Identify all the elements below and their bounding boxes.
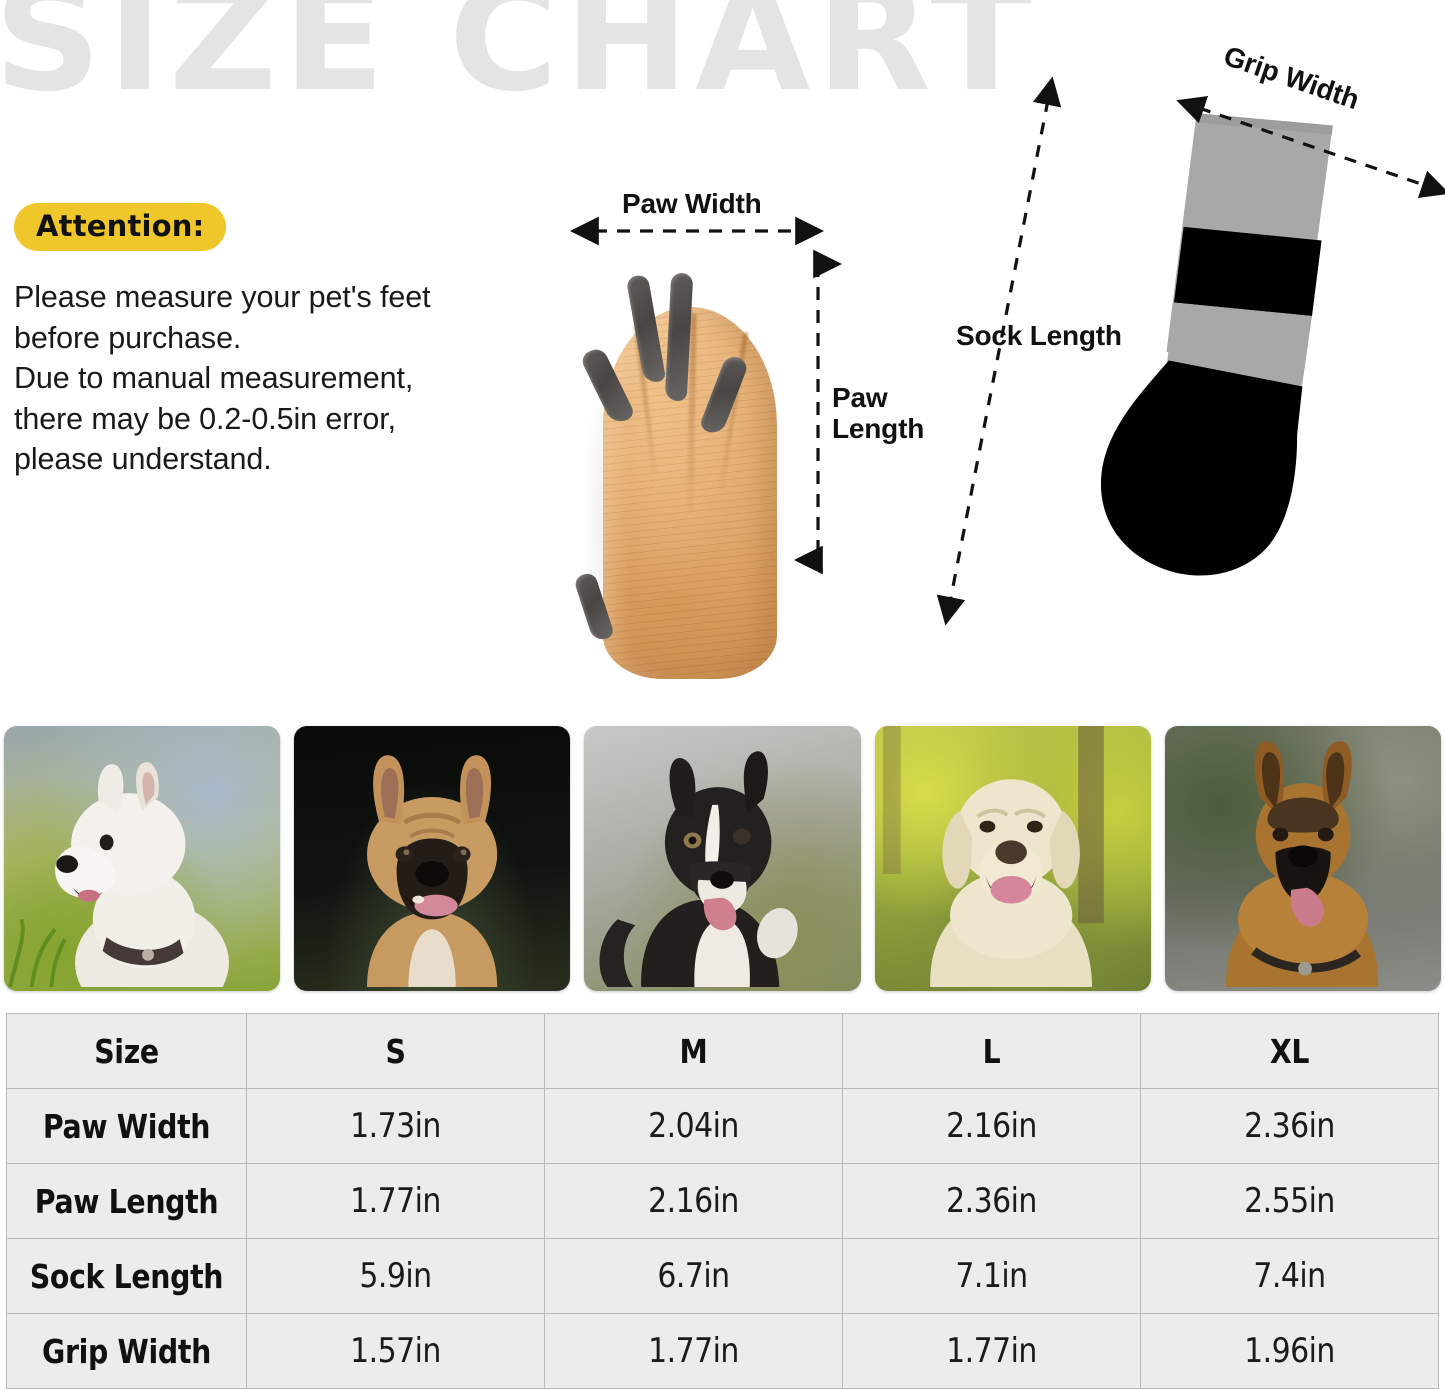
border-collie-figure (599, 751, 799, 988)
header-size-s: S (385, 1031, 406, 1071)
table-cell: 2.16in (842, 1088, 1141, 1164)
paw-length-label: Paw Length (832, 382, 924, 445)
paw-width-arrow (570, 216, 824, 246)
dog-paw-photo (573, 235, 805, 679)
german-shepherd-figure (1225, 741, 1378, 988)
paw-width-label: Paw Width (622, 188, 762, 219)
table-header-cell: M (544, 1013, 843, 1089)
attention-line-5: please understand. (14, 442, 272, 477)
page-title: SIZE CHART (0, 0, 1039, 124)
attention-badge: Attention: (14, 203, 227, 251)
paw-body (603, 307, 777, 679)
header-size-xl: XL (1269, 1031, 1310, 1071)
paw-measurement-diagram: Paw Width Paw Length (560, 180, 950, 690)
table-header-cell: L (842, 1013, 1141, 1089)
table-cell: 6.7in (544, 1238, 843, 1314)
paw-length-label-line1: Paw (832, 382, 888, 413)
cell-paw-width-xl: 2.36in (1244, 1106, 1335, 1146)
attention-line-4: there may be 0.2-0.5in error, (14, 401, 396, 436)
row-label-paw-width: Paw Width (42, 1106, 211, 1146)
cell-paw-width-m: 2.04in (648, 1106, 739, 1146)
table-header-cell: Size (6, 1013, 247, 1089)
cell-sock-length-l: 7.1in (955, 1256, 1028, 1296)
header-size: Size (94, 1031, 159, 1071)
table-cell: 1.77in (842, 1313, 1141, 1389)
labrador-figure (882, 726, 1104, 988)
row-label-cell: Paw Length (6, 1163, 247, 1239)
table-row: Grip Width 1.57in 1.77in 1.77in 1.96in (6, 1313, 1439, 1389)
paw-length-arrow (794, 249, 842, 575)
attention-text: Please measure your pet's feet before pu… (14, 277, 559, 480)
cell-paw-length-m: 2.16in (648, 1181, 739, 1221)
size-chart-table: Size S M L XL Paw Width 1.73in 2.04in 2.… (6, 1013, 1439, 1389)
table-cell: 1.57in (246, 1313, 545, 1389)
sock-toe (1100, 360, 1303, 576)
dog-photo-card (294, 726, 571, 991)
row-label-cell: Grip Width (6, 1313, 247, 1389)
table-cell: 1.77in (246, 1163, 545, 1239)
westie-figure (7, 762, 229, 988)
french-bulldog-figure (367, 755, 498, 988)
table-row: Sock Length 5.9in 6.7in 7.1in 7.4in (6, 1238, 1439, 1314)
attention-line-3: Due to manual measurement, (14, 361, 414, 396)
table-cell: 7.1in (842, 1238, 1141, 1314)
table-header-cell: S (246, 1013, 545, 1089)
header-size-m: M (679, 1031, 708, 1071)
cell-paw-length-xl: 2.55in (1244, 1181, 1335, 1221)
attention-line-2: before purchase. (14, 320, 242, 355)
dog-photo-card (4, 726, 281, 991)
sock-length-arrow (936, 76, 1062, 626)
table-cell: 2.16in (544, 1163, 843, 1239)
cell-sock-length-m: 6.7in (657, 1256, 730, 1296)
attention-line-1: Please measure your pet's feet (14, 280, 431, 314)
table-cell: 1.96in (1140, 1313, 1439, 1389)
dog-photo-card (1164, 726, 1442, 991)
cell-grip-width-l: 1.77in (946, 1331, 1037, 1371)
row-label-sock-length: Sock Length (29, 1256, 224, 1296)
paw-length-label-line2: Length (832, 413, 925, 445)
cell-grip-width-m: 1.77in (648, 1331, 739, 1371)
grip-width-arrow (1176, 95, 1445, 199)
table-cell: 2.55in (1140, 1163, 1439, 1239)
dog-photo-card (584, 726, 861, 991)
cell-grip-width-xl: 1.96in (1244, 1331, 1335, 1371)
sock-length-label: Sock Length (956, 320, 1122, 351)
table-cell: 1.77in (544, 1313, 843, 1389)
row-label-cell: Paw Width (6, 1088, 247, 1164)
cell-grip-width-s: 1.57in (350, 1331, 441, 1371)
table-cell: 7.4in (1140, 1238, 1439, 1314)
sock-band (1174, 226, 1322, 317)
table-row: Paw Width 1.73in 2.04in 2.16in 2.36in (6, 1088, 1439, 1164)
attention-block: Attention: Please measure your pet's fee… (14, 203, 559, 480)
table-cell: 2.04in (544, 1088, 843, 1164)
cell-paw-width-s: 1.73in (350, 1106, 441, 1146)
dog-photo-card (874, 726, 1151, 991)
header-size-l: L (982, 1031, 1001, 1071)
table-cell: 2.36in (842, 1163, 1141, 1239)
sock-measurement-diagram: Grip Width Sock Length (930, 20, 1445, 690)
table-header-row: Size S M L XL (6, 1013, 1439, 1089)
table-header-cell: XL (1140, 1013, 1439, 1089)
table-cell: 2.36in (1140, 1088, 1439, 1164)
row-label-paw-length: Paw Length (34, 1181, 219, 1221)
row-label-cell: Sock Length (6, 1238, 247, 1314)
row-label-grip-width: Grip Width (42, 1331, 211, 1371)
cell-paw-length-l: 2.36in (946, 1181, 1037, 1221)
cell-sock-length-s: 5.9in (359, 1256, 432, 1296)
cell-sock-length-xl: 7.4in (1253, 1256, 1326, 1296)
table-row: Paw Length 1.77in 2.16in 2.36in 2.55in (6, 1163, 1439, 1239)
table-cell: 1.73in (246, 1088, 545, 1164)
cell-paw-width-l: 2.16in (946, 1106, 1037, 1146)
dog-breed-photo-strip (4, 726, 1442, 991)
table-cell: 5.9in (246, 1238, 545, 1314)
cell-paw-length-s: 1.77in (350, 1181, 441, 1221)
